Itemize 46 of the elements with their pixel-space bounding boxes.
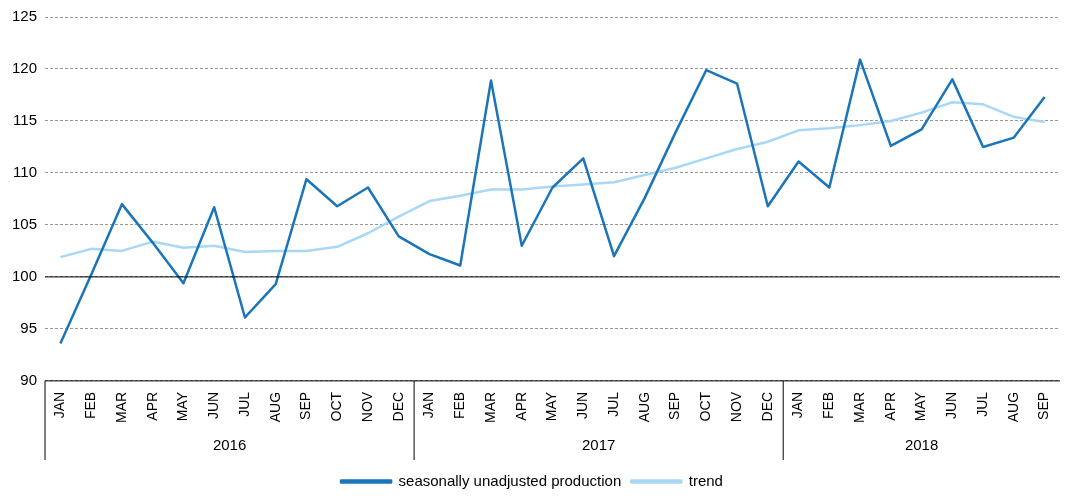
x-tick-label: MAR bbox=[481, 391, 498, 424]
x-tick-label: SEP bbox=[666, 391, 683, 420]
x-tick-label: JUL bbox=[235, 391, 252, 417]
legend-label: seasonally unadjusted production bbox=[398, 471, 622, 489]
x-tick-label: JUN bbox=[943, 391, 960, 420]
x-tick-label: OCT bbox=[697, 391, 714, 422]
x-tick-label: MAR bbox=[850, 391, 867, 424]
x-tick-label: JUL bbox=[973, 391, 990, 417]
x-tick-label: SEP bbox=[1035, 391, 1052, 420]
legend-label: trend bbox=[688, 471, 723, 489]
x-tick-label: APR bbox=[143, 391, 160, 421]
y-tick-label: 120 bbox=[12, 59, 38, 77]
x-tick-label: APR bbox=[512, 391, 529, 421]
x-tick-label: FEB bbox=[451, 391, 468, 420]
x-tick-label: MAY bbox=[543, 391, 560, 422]
x-tick-label: NOV bbox=[727, 391, 744, 423]
x-tick-label: MAR bbox=[112, 391, 129, 424]
text: 2018 bbox=[904, 436, 939, 454]
y-tick-label: 110 bbox=[13, 163, 38, 181]
x-tick-label: JAN bbox=[420, 391, 437, 419]
x-tick-label: SEP bbox=[297, 391, 314, 420]
x-tick-label: JUN bbox=[205, 391, 222, 420]
text: 2016 bbox=[212, 436, 247, 454]
x-tick-label: FEB bbox=[82, 391, 99, 420]
y-tick-label: 125 bbox=[12, 7, 38, 25]
x-tick-label: NOV bbox=[358, 391, 375, 423]
x-tick-label: AUG bbox=[635, 391, 652, 423]
y-tick-label: 100 bbox=[12, 267, 38, 285]
x-tick-label: AUG bbox=[266, 391, 283, 423]
x-tick-label: OCT bbox=[328, 391, 345, 422]
x-tick-label: JAN bbox=[51, 391, 68, 419]
text: 2017 bbox=[581, 436, 616, 454]
y-tick-label: 95 bbox=[20, 319, 38, 337]
x-tick-label: JUL bbox=[604, 391, 621, 417]
x-tick-label: FEB bbox=[820, 391, 837, 420]
x-tick-label: APR bbox=[881, 391, 898, 421]
y-tick-label: 115 bbox=[13, 111, 38, 129]
x-tick-label: MAY bbox=[912, 391, 929, 422]
y-tick-label: 90 bbox=[20, 371, 38, 389]
x-tick-label: JAN bbox=[789, 391, 806, 419]
x-tick-label: MAY bbox=[174, 391, 191, 422]
x-tick-label: DEC bbox=[758, 391, 775, 422]
y-tick-label: 105 bbox=[12, 215, 38, 233]
x-tick-label: AUG bbox=[1004, 391, 1021, 423]
x-tick-label: DEC bbox=[389, 391, 406, 422]
x-tick-label: JUN bbox=[574, 391, 591, 420]
